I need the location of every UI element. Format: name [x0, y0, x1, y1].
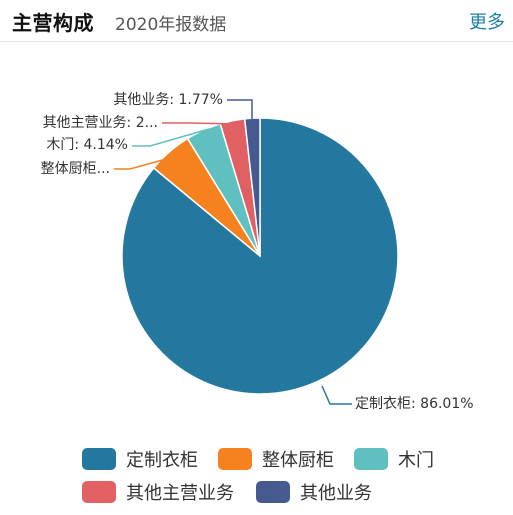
slice-data-label-4: 其他业务: 1.77%: [113, 92, 223, 108]
label-leader-line-3: [162, 122, 236, 125]
page-subtitle: 2020年报数据: [115, 15, 227, 35]
label-leader-line-4: [227, 99, 253, 120]
legend-label: 定制衣柜: [126, 450, 198, 471]
legend-swatch: [82, 481, 116, 503]
slice-data-label-3: 其他主营业务: 2...: [43, 115, 158, 131]
label-leader-line-0: [321, 385, 352, 405]
legend-item-2[interactable]: 木门: [354, 446, 434, 472]
legend-label: 整体厨柜: [262, 450, 334, 471]
page-title: 主营构成: [12, 11, 94, 35]
legend-swatch: [256, 481, 290, 503]
legend-label: 木门: [398, 450, 434, 471]
legend-label: 其他业务: [300, 483, 372, 504]
legend-item-0[interactable]: 定制衣柜: [82, 446, 198, 472]
slice-data-label-2: 木门: 4.14%: [46, 137, 128, 153]
chart-legend: 定制衣柜 整体厨柜 木门 其他主营业务 其他业务: [0, 440, 513, 510]
label-leader-line-1: [114, 155, 178, 170]
legend-swatch: [218, 448, 252, 470]
legend-item-3[interactable]: 其他主营业务: [82, 479, 234, 505]
label-leader-line-2: [132, 128, 210, 147]
legend-swatch: [82, 448, 116, 470]
chart-header: 主营构成 2020年报数据 更多: [0, 0, 513, 42]
more-link[interactable]: 更多: [469, 12, 505, 33]
legend-item-4[interactable]: 其他业务: [256, 479, 372, 505]
legend-label: 其他主营业务: [126, 483, 234, 504]
slice-data-label-1: 整体厨柜...: [41, 161, 110, 177]
legend-item-1[interactable]: 整体厨柜: [218, 446, 334, 472]
legend-swatch: [354, 448, 388, 470]
slice-data-label-0: 定制衣柜: 86.01%: [355, 396, 474, 412]
pie-chart: 定制衣柜: 86.01% 整体厨柜... 木门: 4.14% 其他主营业务: 2...…: [41, 92, 474, 412]
